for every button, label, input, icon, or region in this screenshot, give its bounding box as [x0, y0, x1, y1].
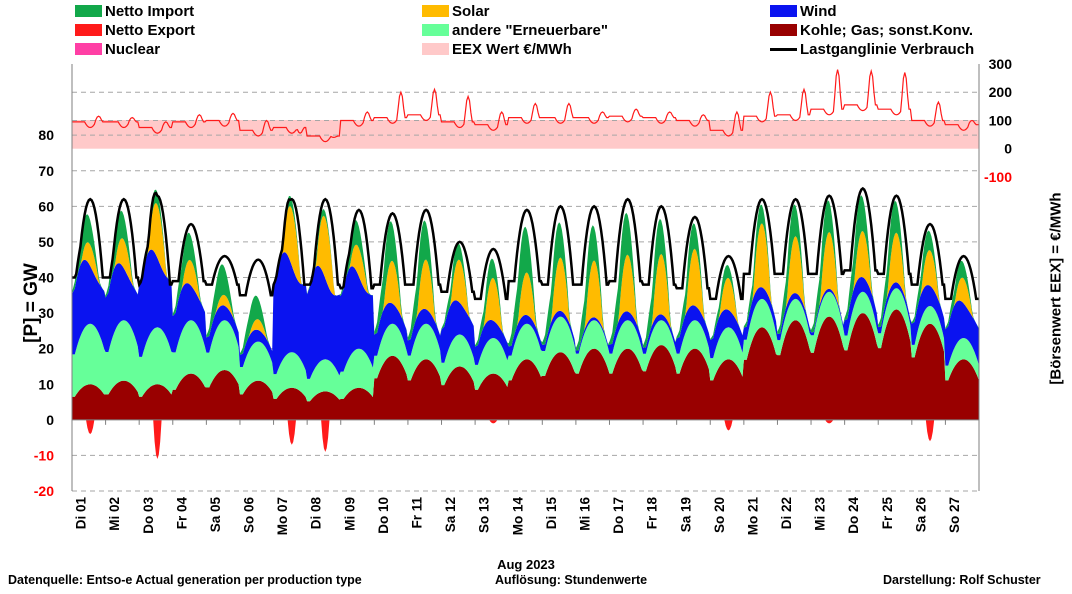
x-tick-label: Di 15: [544, 497, 559, 530]
x-tick-label: Sa 19: [678, 497, 693, 532]
y-left-tick-label: -10: [34, 447, 54, 463]
x-tick-label: Do 24: [846, 497, 861, 534]
stacked-areas: [72, 189, 979, 459]
x-tick-label: So 06: [242, 497, 257, 534]
x-tick-label: Mi 23: [813, 497, 828, 531]
eex-price-line: [72, 68, 979, 143]
y-left-tick-label: 60: [38, 198, 54, 214]
y-right-tick-label: -100: [984, 169, 1012, 185]
legend-netto-import: Netto Import: [75, 2, 194, 20]
y-axis-right-label: [Börsenwert EEX] = €/MWh: [1047, 192, 1065, 385]
legend-netto-export: Netto Export: [75, 21, 195, 39]
legend-load: Lastganglinie Verbrauch: [770, 40, 974, 58]
footer-source: Datenquelle: Entso-e Actual generation p…: [8, 573, 362, 587]
y-left-tick-label: 20: [38, 341, 54, 357]
x-tick-label: Mo 21: [745, 497, 760, 536]
x-tick-label: Sa 26: [913, 497, 928, 533]
y-right-tick-label: 300: [989, 56, 1013, 72]
x-tick-label: Mi 02: [107, 497, 122, 531]
area-wind: [72, 249, 979, 379]
y-left-tick-label: 10: [38, 376, 54, 392]
legend-other-renewables: andere "Erneuerbare": [422, 21, 608, 39]
x-tick-label: Di 08: [309, 497, 324, 530]
y-left-tick-label: 0: [46, 412, 54, 428]
legend-solar: Solar: [422, 2, 490, 20]
x-tick-label: Mo 07: [275, 497, 290, 535]
y-left-tick-label: 70: [38, 163, 54, 179]
x-tick-label: So 20: [712, 497, 727, 533]
footer-resolution: Auflösung: Stundenwerte: [495, 573, 648, 587]
x-tick-label: Mi 16: [577, 497, 592, 531]
x-tick-label: Do 03: [141, 497, 156, 534]
area-net-import: [72, 189, 979, 355]
y-left-tick-label: 30: [38, 305, 54, 321]
tick-labels: -20-1001020304050607080-1000100200300Di …: [34, 56, 1012, 535]
x-axis-title: Aug 2023: [497, 557, 555, 572]
x-tick-label: Sa 12: [443, 497, 458, 532]
y-left-tick-label: 80: [38, 127, 54, 143]
legend-eex: EEX Wert €/MWh: [422, 40, 572, 58]
area-solar: [72, 202, 979, 355]
y-right-tick-label: 100: [989, 112, 1013, 128]
x-tick-label: Sa 05: [208, 497, 223, 533]
axes: [71, 64, 980, 491]
eex-band: [72, 120, 979, 149]
x-tick-label: Fr 18: [645, 497, 660, 530]
x-tick-label: Di 01: [74, 497, 89, 530]
x-tick-label: Mo 14: [510, 497, 525, 536]
legend-wind: Wind: [770, 2, 837, 20]
lines: [72, 68, 979, 301]
x-tick-label: Do 10: [376, 497, 391, 534]
x-tick-label: Fr 04: [174, 497, 189, 530]
y-left-tick-label: -20: [34, 483, 54, 499]
x-tick-label: Mi 09: [342, 497, 357, 531]
x-tick-label: Di 22: [779, 497, 794, 529]
legend-nuclear: Nuclear: [75, 40, 160, 58]
area-other-renewables: [72, 288, 979, 402]
x-tick-label: So 27: [947, 497, 962, 533]
x-tick-label: Fr 25: [880, 497, 895, 530]
footer-author: Darstellung: Rolf Schuster: [883, 573, 1041, 587]
y-axis-left-label: [P] = GW: [20, 263, 42, 343]
y-right-tick-label: 0: [1004, 141, 1012, 157]
y-left-tick-label: 50: [38, 234, 54, 250]
area-conventional: [72, 309, 979, 420]
legend-conventional: Kohle; Gas; sonst.Konv.: [770, 21, 973, 39]
x-tick-label: Fr 11: [410, 497, 425, 529]
x-tick-label: So 13: [477, 497, 492, 534]
x-tick-label: Do 17: [611, 497, 626, 534]
load-line: [72, 186, 979, 301]
y-left-tick-label: 40: [38, 270, 54, 286]
y-right-tick-label: 200: [989, 84, 1013, 100]
